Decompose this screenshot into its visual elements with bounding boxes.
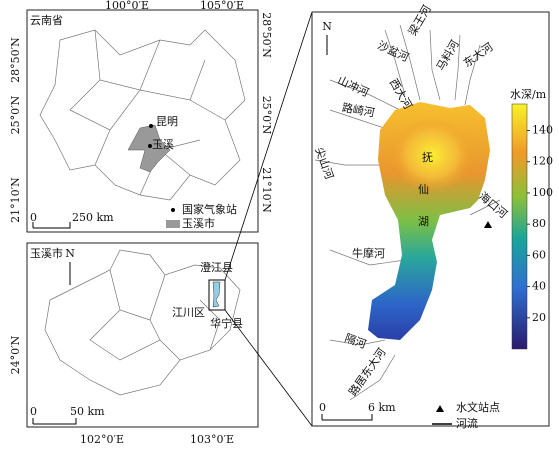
panel-title: 云南省 <box>30 14 63 27</box>
river-label: 山冲河 <box>335 73 371 100</box>
place-label: 昆明 <box>156 115 178 128</box>
frame <box>26 9 259 233</box>
place-label: 江川区 <box>172 306 205 319</box>
lake <box>212 281 221 308</box>
lake-label: 仙 <box>418 183 429 196</box>
river-label: 牛摩河 <box>352 246 385 260</box>
legend-symbol <box>436 405 444 412</box>
colorbar-tick-label: 100 <box>532 186 553 199</box>
lake-label: 湖 <box>418 215 429 228</box>
tick-label: 21°10′N <box>260 167 273 213</box>
tick-label: 28°50′N <box>260 12 273 58</box>
city-outline <box>44 249 241 396</box>
frame <box>26 242 259 428</box>
place-label: 华宁县 <box>210 316 243 330</box>
colorbar-tick-label: 60 <box>532 248 546 261</box>
inset-box <box>208 279 226 311</box>
tick-label: 25°0′N <box>9 95 22 134</box>
colorbar-tick-label: 80 <box>532 217 546 230</box>
river-label: 马料河 <box>433 37 462 73</box>
north-label: N <box>322 20 332 33</box>
river-label: 隔河 <box>343 331 368 351</box>
north-label: N <box>65 247 75 260</box>
river-label: 路居东大河 <box>345 345 388 398</box>
river-label: 梁王河 <box>405 2 434 38</box>
place-label: 玉溪 <box>152 138 174 151</box>
scale-label: 250 km <box>72 211 114 224</box>
river-label: 东大河 <box>460 40 495 70</box>
legend-symbol <box>166 220 180 228</box>
tick-label: 105°0′E <box>200 0 244 12</box>
scale-label: 0 <box>319 401 326 414</box>
colorbar <box>511 103 528 350</box>
tick-label: 103°0′E <box>190 433 234 446</box>
river-label: 海口河 <box>476 189 510 221</box>
panel-yuxi: 玉溪市 N 澄江县 江川区 华宁县 102°0′E 103°0′E 24°0′N… <box>9 242 259 446</box>
colorbar-title: 水深/m <box>510 88 547 101</box>
connector <box>224 11 313 427</box>
scale-bar <box>32 222 71 229</box>
station <box>484 221 492 228</box>
yuxi-area <box>127 124 171 173</box>
rivers <box>314 24 501 401</box>
colorbar-tick-label: 120 <box>532 155 553 168</box>
scale-label: 50 km <box>70 405 105 418</box>
legend-symbol <box>171 208 175 212</box>
tick-label: 100°0′E <box>105 0 149 12</box>
tick-label: 28°50′N <box>9 37 22 83</box>
place-label: 澄江县 <box>200 260 233 274</box>
tick-label: 21°10′N <box>9 177 22 223</box>
legend-label: 水文站点 <box>456 400 500 414</box>
station <box>149 124 153 128</box>
province-outline <box>39 29 246 201</box>
legend-label: 玉溪市 <box>182 216 215 230</box>
legend-label: 国家气象站 <box>182 202 237 216</box>
scale-label: 0 <box>30 211 37 224</box>
lake-label: 抚 <box>422 150 433 164</box>
colorbar-tick-label: 40 <box>532 280 546 293</box>
colorbar-tick-label: 20 <box>532 311 546 324</box>
scale-label: 6 km <box>368 401 396 414</box>
panel-title: 玉溪市 <box>30 246 63 260</box>
river-label: 沙盆河 <box>375 38 411 65</box>
river-label: 路崎河 <box>341 100 376 120</box>
scale-bar <box>321 414 373 421</box>
legend-label: 河流 <box>456 416 478 430</box>
river-label: 西大河 <box>387 76 416 112</box>
tick-label: 24°0′N <box>9 335 22 374</box>
panel-lake: N 抚 仙 湖 沙盆河 梁王河 马料河 东大河 山冲河 西大河 路崎河 尖山河 … <box>311 2 553 430</box>
river-label: 尖山河 <box>312 146 336 181</box>
tick-label: 102°0′E <box>80 433 124 446</box>
panel-yunnan: 云南省 100°0′E 105°0′E 28°50′N 25°0′N 21°10… <box>9 0 273 233</box>
colorbar-tick-label: 140 <box>532 124 553 137</box>
scale-label: 0 <box>30 405 37 418</box>
scale-bar <box>32 418 77 425</box>
deep-zone <box>390 117 474 193</box>
frame <box>311 11 550 427</box>
tick-label: 25°0′N <box>260 96 273 135</box>
station <box>148 144 152 148</box>
